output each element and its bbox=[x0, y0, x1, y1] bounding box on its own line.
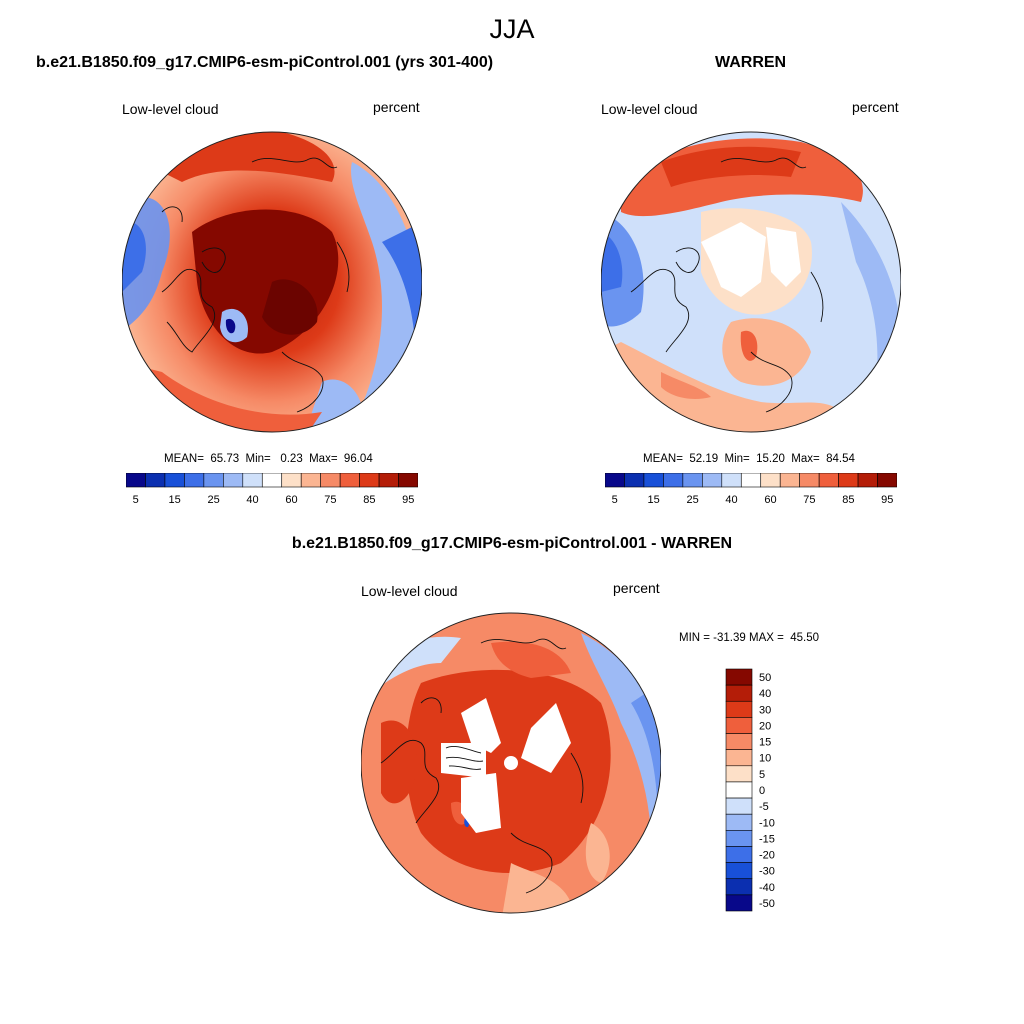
panel-3-colorbar-label: 5 bbox=[759, 769, 765, 781]
panel-2-colorbar-label: 85 bbox=[842, 494, 854, 506]
panel-3-colorbar-box bbox=[725, 894, 753, 912]
panel-1-variable-label: Low-level cloud bbox=[122, 101, 219, 117]
panel-3-colorbar-label: -50 bbox=[759, 898, 775, 910]
panel-3-colorbar-box bbox=[725, 797, 753, 815]
panel-1-colorbar-box bbox=[320, 473, 341, 488]
panel-1-colorbar-box bbox=[398, 473, 418, 488]
panel-1-colorbar-label: 25 bbox=[207, 494, 219, 506]
panel-3-colorbar-label: -30 bbox=[759, 866, 775, 878]
panel-3-units-label: percent bbox=[613, 580, 660, 596]
panel-1-colorbar-box bbox=[242, 473, 263, 488]
panel-1-colorbar-box bbox=[339, 473, 360, 488]
panel-3-colorbar-label: 50 bbox=[759, 672, 771, 684]
panel-1-colorbar-label: 60 bbox=[285, 494, 297, 506]
panel-2-colorbar-box bbox=[779, 473, 800, 488]
panel-3-colorbar-label: 15 bbox=[759, 737, 771, 749]
panel-3-colorbar-label: -40 bbox=[759, 882, 775, 894]
panel-1-colorbar-box bbox=[300, 473, 321, 488]
panel-3-colorbar-label: 10 bbox=[759, 753, 771, 765]
panel-3-colorbar-box bbox=[725, 717, 753, 734]
panel-3-colorbar-label: 40 bbox=[759, 688, 771, 700]
panel-3-colorbar-box bbox=[725, 846, 753, 863]
panel-1-colorbar-box bbox=[203, 473, 224, 488]
panel-2-colorbar-box bbox=[760, 473, 781, 488]
panel-3-stats: MIN = -31.39 MAX = 45.50 bbox=[679, 632, 819, 644]
panel-3-title: b.e21.B1850.f09_g17.CMIP6-esm-piControl.… bbox=[291, 535, 733, 552]
panel-3-colorbar-box bbox=[725, 813, 753, 831]
panel-3-colorbar-box bbox=[725, 733, 753, 750]
panel-2-colorbar-box bbox=[838, 473, 859, 488]
panel-2-colorbar-box bbox=[877, 473, 897, 488]
panel-2-colorbar-box bbox=[605, 473, 625, 488]
panel-2-colorbar: 5 15 25 40 60 75 85 95 bbox=[605, 473, 897, 506]
panel-1-colorbar-label: 85 bbox=[363, 494, 375, 506]
panel-3-colorbar-box bbox=[725, 749, 753, 767]
panel-1-colorbar-box bbox=[359, 473, 380, 488]
panel-2-stats: MEAN= 52.19 Min= 15.20 Max= 84.54 bbox=[643, 453, 855, 465]
panel-2-colorbar-box bbox=[682, 473, 703, 488]
panel-2-colorbar-label: 5 bbox=[612, 494, 618, 506]
panel-2-colorbar-box bbox=[624, 473, 645, 488]
panel-1-colorbar-label: 5 bbox=[133, 494, 139, 506]
panel-3-colorbar-box bbox=[725, 862, 753, 880]
panel-1-colorbar-box bbox=[126, 473, 146, 488]
panel-2-colorbar-box bbox=[663, 473, 684, 488]
panel-1-colorbar: 5 15 25 40 60 75 85 95 bbox=[126, 473, 418, 506]
panel-3-colorbar-box bbox=[725, 781, 753, 799]
panel-2-colorbar-box bbox=[643, 473, 664, 488]
panel-1-colorbar-box bbox=[378, 473, 399, 488]
panel-3-variable-label: Low-level cloud bbox=[361, 583, 458, 599]
panel-2-colorbar-label: 15 bbox=[648, 494, 660, 506]
panel-2-title: WARREN bbox=[715, 54, 787, 71]
panel-1-colorbar-label: 95 bbox=[402, 494, 414, 506]
panel-3-colorbar-box bbox=[725, 700, 753, 718]
panel-1-units-label: percent bbox=[373, 99, 420, 115]
panel-1-polar-map bbox=[122, 131, 422, 433]
panel-1-colorbar-box bbox=[223, 473, 244, 488]
panel-2-variable-label: Low-level cloud bbox=[601, 101, 698, 117]
panel-3-colorbar-label: 30 bbox=[759, 704, 771, 716]
panel-1-colorbar-label: 75 bbox=[324, 494, 336, 506]
panel-1-colorbar-box bbox=[164, 473, 185, 488]
panel-3-polar-map bbox=[361, 612, 661, 914]
panel-1-colorbar-box bbox=[184, 473, 205, 488]
panel-3-colorbar-label: 20 bbox=[759, 720, 771, 732]
panel-1-colorbar-label: 15 bbox=[169, 494, 181, 506]
panel-2-colorbar-label: 95 bbox=[881, 494, 893, 506]
panel-1-colorbar-label: 40 bbox=[246, 494, 258, 506]
panel-3-colorbar-label: -15 bbox=[759, 833, 775, 845]
panel-2-colorbar-box bbox=[799, 473, 820, 488]
panel-3-colorbar-box bbox=[725, 684, 753, 702]
panel-3-colorbar-label: -10 bbox=[759, 817, 775, 829]
panel-2-colorbar-label: 40 bbox=[725, 494, 737, 506]
panel-3-colorbar-box bbox=[725, 668, 753, 686]
panel-2-colorbar-box bbox=[702, 473, 723, 488]
panel-3-colorbar-label: 0 bbox=[759, 785, 765, 797]
panel-2-colorbar-box bbox=[857, 473, 878, 488]
panel-2-polar-map bbox=[601, 131, 901, 433]
panel-2-colorbar-label: 75 bbox=[803, 494, 815, 506]
panel-3-colorbar-label: -5 bbox=[759, 801, 769, 813]
panel-3-colorbar-box bbox=[725, 765, 753, 783]
panel-1-colorbar-box bbox=[261, 473, 283, 488]
panel-1-title: b.e21.B1850.f09_g17.CMIP6-esm-piControl.… bbox=[36, 54, 494, 71]
panel-2-colorbar-box bbox=[740, 473, 762, 488]
panel-1-colorbar-box bbox=[145, 473, 166, 488]
panel-1-colorbar-box bbox=[281, 473, 302, 488]
panel-2-colorbar-box bbox=[721, 473, 742, 488]
panel-2-colorbar-label: 25 bbox=[686, 494, 698, 506]
panel-2-colorbar-box bbox=[818, 473, 839, 488]
panel-2-colorbar-label: 60 bbox=[764, 494, 776, 506]
panel-1-stats: MEAN= 65.73 Min= 0.23 Max= 96.04 bbox=[164, 453, 373, 465]
panel-3-colorbar-box bbox=[725, 830, 753, 847]
panel-3-colorbar-label: -20 bbox=[759, 850, 775, 862]
panel-2-units-label: percent bbox=[852, 99, 899, 115]
main-title: JJA bbox=[489, 14, 535, 44]
panel-3-colorbar-box bbox=[725, 878, 753, 896]
